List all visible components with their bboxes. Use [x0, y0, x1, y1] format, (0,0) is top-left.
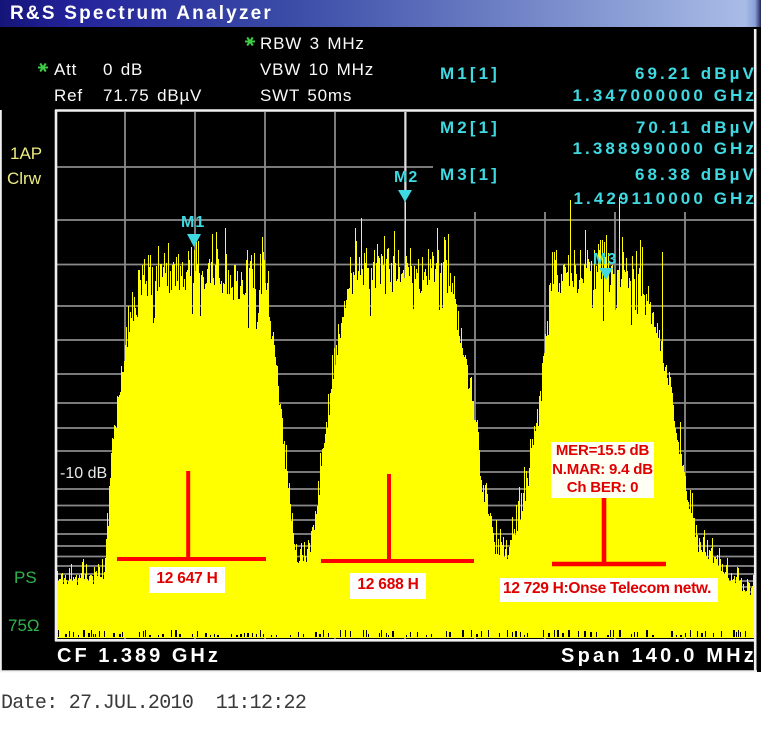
svg-text:-10 dB: -10 dB	[60, 465, 107, 482]
